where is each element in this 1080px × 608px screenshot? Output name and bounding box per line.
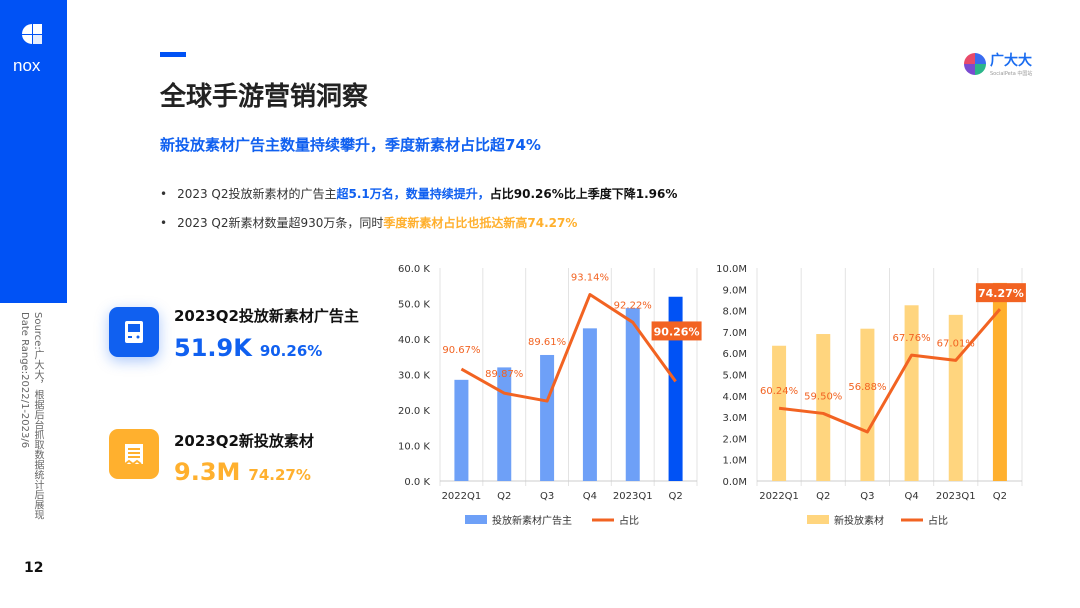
bar <box>540 354 555 481</box>
sidebar: nox <box>0 0 67 303</box>
bullet-2: • 2023 Q2新素材数量超930万条，同时季度新素材占比也抵达新高74.27% <box>160 216 578 230</box>
x-tick-label: Q2 <box>497 491 511 502</box>
y-tick-label: 1.0M <box>722 456 747 467</box>
ratio-line <box>778 308 1002 434</box>
bar <box>860 328 875 481</box>
data-label: 89.87% <box>485 369 523 380</box>
legend-swatch-bar <box>465 515 487 524</box>
page-title: 全球手游营销洞察 <box>160 82 369 112</box>
card-value-materials: 9.3M 74.27% <box>174 458 311 486</box>
document-icon <box>109 429 159 479</box>
card-value-advertisers: 51.9K 90.26% <box>174 334 323 362</box>
y-tick-label: 8.0M <box>722 307 747 318</box>
y-tick-label: 50.0 K <box>398 300 430 311</box>
y-tick-label: 20.0 K <box>398 406 430 417</box>
legend-label: 投放新素材广告主 <box>492 514 572 527</box>
legend-label: 占比 <box>619 514 639 527</box>
bar <box>668 296 683 481</box>
y-tick-label: 5.0M <box>722 371 747 382</box>
data-label: 67.76% <box>893 333 931 344</box>
data-label: 90.67% <box>442 345 480 356</box>
y-tick-label: 6.0M <box>722 349 747 360</box>
bar <box>992 282 1007 481</box>
data-label: 60.24% <box>760 386 798 397</box>
gamepad-icon <box>109 307 159 357</box>
y-tick-label: 40.0 K <box>398 335 430 346</box>
bar <box>582 328 597 481</box>
highlight-label-box <box>651 321 702 341</box>
data-label: 74.27% <box>978 287 1024 300</box>
bar <box>816 334 831 481</box>
data-label: 56.88% <box>848 382 886 393</box>
x-tick-label: Q4 <box>904 491 918 502</box>
data-label: 89.61% <box>528 337 566 348</box>
x-tick-label: Q3 <box>540 491 554 502</box>
x-tick-label: Q2 <box>993 491 1007 502</box>
x-tick-label: Q2 <box>668 491 682 502</box>
y-tick-label: 3.0M <box>722 413 747 424</box>
accent-bar <box>160 52 186 57</box>
y-tick-label: 10.0 K <box>398 442 430 453</box>
ratio-line <box>460 293 677 403</box>
nox-logo: nox <box>13 56 41 75</box>
bar <box>904 305 919 481</box>
x-tick-label: 2023Q1 <box>613 491 653 502</box>
bar <box>625 308 640 481</box>
x-tick-label: 2022Q1 <box>442 491 482 502</box>
y-tick-label: 7.0M <box>722 328 747 339</box>
x-tick-label: 2022Q1 <box>759 491 799 502</box>
y-tick-label: 9.0M <box>722 285 747 296</box>
y-tick-label: 0.0M <box>722 477 747 488</box>
legend-swatch-bar <box>807 515 829 524</box>
logo-icon <box>22 24 42 45</box>
y-tick-label: 10.0M <box>716 264 747 275</box>
x-tick-label: 2023Q1 <box>936 491 976 502</box>
y-tick-label: 0.0 K <box>404 477 430 488</box>
bar <box>497 367 512 481</box>
y-tick-label: 30.0 K <box>398 371 430 382</box>
data-label: 59.50% <box>804 391 842 402</box>
data-label: 92.22% <box>614 300 652 311</box>
bar <box>772 345 787 481</box>
x-tick-label: Q2 <box>816 491 830 502</box>
brand-icon <box>964 52 986 75</box>
card-title-materials: 2023Q2新投放素材 <box>174 432 314 450</box>
y-tick-label: 60.0 K <box>398 264 430 275</box>
x-tick-label: Q4 <box>583 491 597 502</box>
highlight-label-box <box>975 283 1026 303</box>
data-label: 67.01% <box>937 338 975 349</box>
data-label: 93.14% <box>571 273 609 284</box>
bullet-1: • 2023 Q2投放新素材的广告主超5.1万名，数量持续提升，占比90.26%比… <box>160 187 678 201</box>
data-label: 90.26% <box>654 325 700 338</box>
legend-label: 占比 <box>928 514 948 527</box>
bar <box>454 379 469 481</box>
page-number: 12 <box>24 560 44 576</box>
y-tick-label: 2.0M <box>722 434 747 445</box>
legend-label: 新投放素材 <box>834 514 884 527</box>
source-note: Source:广大大，根据后台抓取数据统计后展现 Date Range:2022/… <box>19 312 43 520</box>
brand-logo: 广大大 SocialPeta 中国站 <box>964 50 1032 77</box>
card-title-advertisers: 2023Q2投放新素材广告主 <box>174 307 359 325</box>
x-tick-label: Q3 <box>860 491 874 502</box>
page-subtitle: 新投放素材广告主数量持续攀升，季度新素材占比超74% <box>160 136 541 154</box>
y-tick-label: 4.0M <box>722 392 747 403</box>
